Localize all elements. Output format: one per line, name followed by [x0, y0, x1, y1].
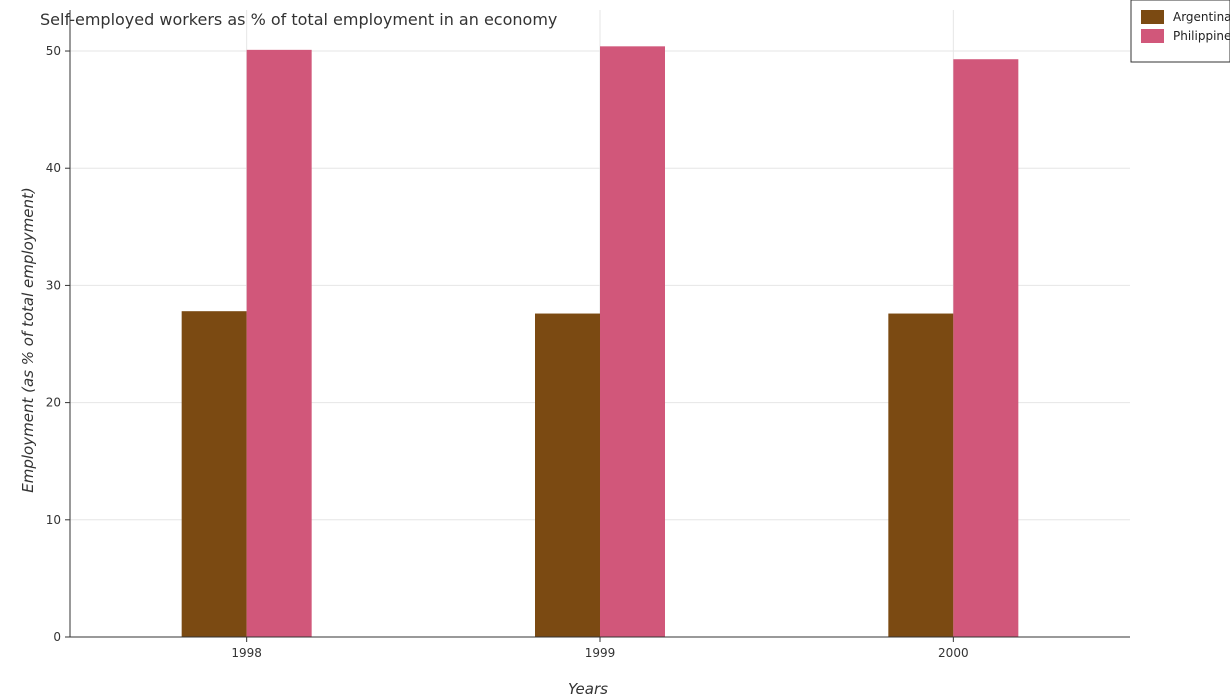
y-tick-label: 40 — [46, 161, 61, 175]
x-axis-label: Years — [568, 680, 608, 698]
y-tick-label: 50 — [46, 44, 61, 58]
bar-argentina-2000 — [888, 313, 954, 637]
y-tick-label: 10 — [46, 513, 61, 527]
y-axis-label: Employment (as % of total employment) — [19, 187, 37, 492]
x-tick-label: 1999 — [585, 646, 616, 660]
x-tick-label: 2000 — [938, 646, 969, 660]
bar-philippines-2000 — [953, 59, 1019, 638]
legend-swatch-philippines — [1141, 29, 1164, 43]
ticks: 0 10 20 30 40 50 1998 1999 2000 — [46, 44, 969, 660]
legend-label-argentina: Argentina — [1173, 10, 1230, 24]
y-tick-label: 30 — [46, 278, 61, 292]
x-tick-label: 1998 — [231, 646, 262, 660]
bars — [181, 46, 1019, 638]
legend: Argentina Philippines — [1130, 0, 1230, 63]
y-tick-label: 20 — [46, 396, 61, 410]
y-tick-label: 0 — [53, 630, 61, 644]
bar-philippines-1999 — [600, 46, 665, 638]
chart-title: Self-employed workers as % of total empl… — [40, 10, 557, 29]
legend-swatch-argentina — [1141, 10, 1164, 24]
bar-argentina-1999 — [535, 313, 600, 637]
bar-philippines-1998 — [246, 49, 312, 637]
legend-label-philippines: Philippines — [1173, 29, 1230, 43]
bar-argentina-1998 — [181, 311, 247, 637]
